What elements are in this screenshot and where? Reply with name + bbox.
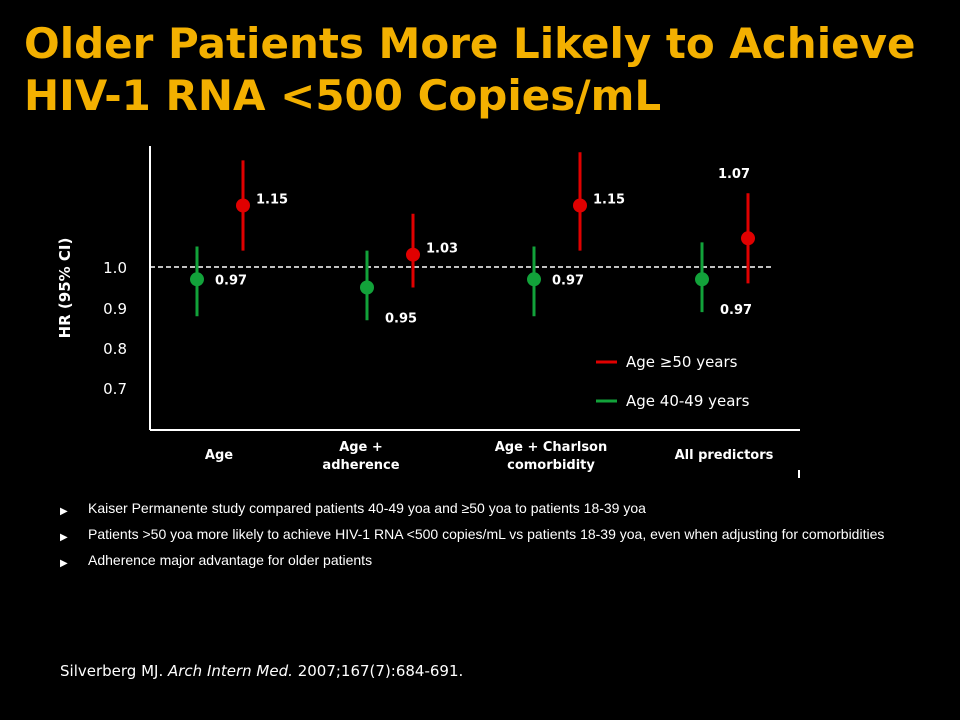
x-category-label: All predictors (675, 448, 774, 463)
bullet-text: Adherence major advantage for older pati… (88, 552, 373, 568)
data-label: 1.07 (718, 167, 750, 182)
y-tick-label: 0.8 (103, 340, 127, 358)
data-label: 0.95 (385, 311, 417, 326)
forest-plot-chart: 1.0 0.9 0.8 0.7 HR (95% CI) Age Age + adherence… (56, 146, 800, 478)
y-tick-label: 0.7 (103, 380, 127, 398)
citation: Silverberg MJ. Arch Intern Med. 2007;167… (60, 662, 463, 680)
triangle-bullet-icon: ▶ (60, 532, 68, 543)
triangle-bullet-icon: ▶ (60, 558, 68, 569)
slide-title: Older Patients More Likely to Achieve HI… (24, 18, 944, 122)
x-category-label-line: comorbidity (507, 458, 595, 473)
x-category-label-line: Age (205, 448, 233, 463)
data-label: 1.15 (593, 193, 625, 208)
triangle-bullet-icon: ▶ (60, 506, 68, 517)
data-point (190, 272, 204, 287)
legend-label: Age 40-49 years (626, 392, 750, 410)
data-label: 0.97 (552, 273, 584, 288)
x-category-label-line: All predictors (675, 448, 774, 463)
y-tick-label: 0.9 (103, 300, 127, 318)
x-category-label-line: Age + Charlson (495, 440, 608, 455)
y-tick-label: 1.0 (103, 259, 127, 277)
title-line-1: Older Patients More Likely to Achieve (24, 19, 916, 68)
citation-journal: Arch Intern Med. (168, 662, 293, 680)
bullet-list: ▶ Kaiser Permanente study compared patien… (60, 500, 920, 578)
bullet-text: Patients >50 yoa more likely to achieve … (88, 526, 885, 542)
bullet-item: ▶ Kaiser Permanente study compared patien… (60, 500, 920, 517)
bullet-item: ▶ Patients >50 yoa more likely to achieve… (60, 526, 920, 543)
citation-details: 2007;167(7):684-691. (297, 662, 464, 680)
data-point (741, 231, 755, 246)
y-axis-label: HR (95% CI) (56, 238, 74, 339)
title-line-2: HIV-1 RNA <500 Copies/mL (24, 71, 662, 120)
x-category-label: Age + adherence (322, 440, 399, 473)
data-label: 1.03 (426, 242, 458, 257)
bullet-text: Kaiser Permanente study compared patient… (88, 500, 646, 516)
data-label: 0.97 (215, 273, 247, 288)
x-category-label-line: adherence (322, 458, 399, 473)
data-label: 0.97 (720, 303, 752, 318)
data-label: 1.15 (256, 193, 288, 208)
data-point (573, 198, 587, 213)
data-point (695, 272, 709, 287)
data-point (360, 280, 374, 295)
x-category-label-line: Age + (339, 440, 383, 455)
citation-author: Silverberg MJ. (60, 662, 164, 680)
data-point (236, 198, 250, 213)
x-category-label: Age (205, 448, 233, 463)
legend-label: Age ≥50 years (626, 353, 738, 371)
x-category-label: Age + Charlson comorbidity (495, 440, 608, 473)
data-point (527, 272, 541, 287)
bullet-item: ▶ Adherence major advantage for older pat… (60, 552, 920, 569)
data-point (406, 247, 420, 262)
